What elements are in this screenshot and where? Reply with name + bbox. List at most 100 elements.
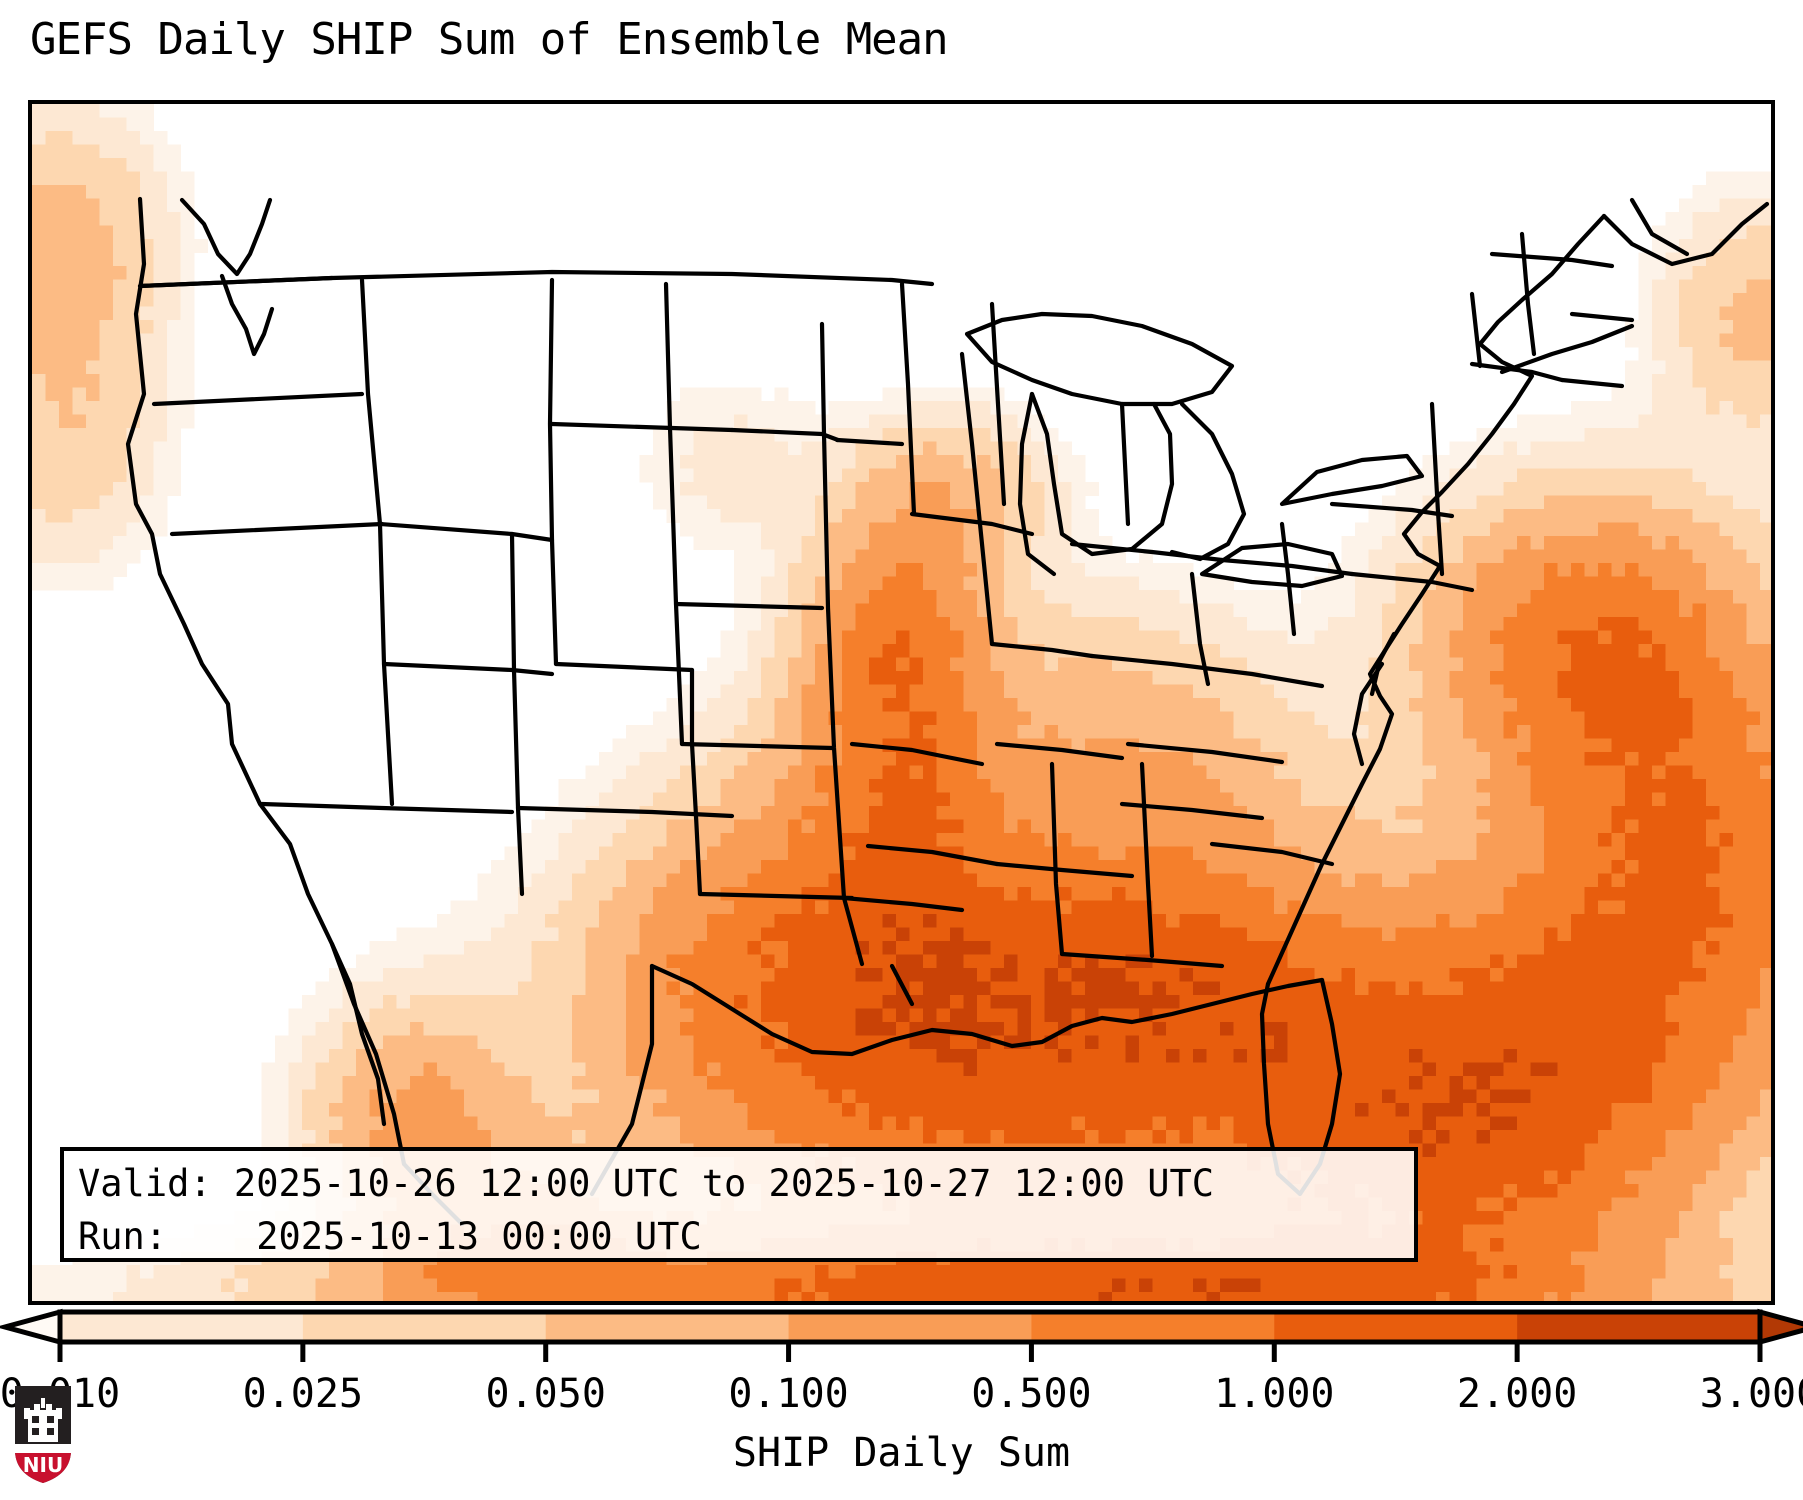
heatmap-cell bbox=[572, 1089, 586, 1104]
heatmap-cell bbox=[923, 684, 937, 699]
heatmap-cell bbox=[1679, 684, 1693, 699]
heatmap-cell bbox=[1395, 549, 1410, 564]
heatmap-cell bbox=[585, 995, 600, 1009]
heatmap-cell bbox=[1503, 428, 1518, 442]
heatmap-cell bbox=[855, 914, 870, 928]
heatmap-cell bbox=[707, 873, 721, 888]
heatmap-cell bbox=[1247, 887, 1261, 901]
heatmap-cell bbox=[1557, 981, 1572, 996]
heatmap-cell bbox=[113, 225, 127, 240]
heatmap-cell bbox=[761, 468, 775, 483]
heatmap-cell bbox=[1044, 941, 1059, 955]
heatmap-cell bbox=[666, 833, 681, 847]
heatmap-cell bbox=[464, 1035, 478, 1050]
heatmap-cell bbox=[599, 887, 613, 901]
heatmap-cell bbox=[59, 252, 73, 267]
heatmap-cell bbox=[936, 428, 951, 442]
heatmap-cell bbox=[1760, 185, 1771, 199]
heatmap-cell bbox=[801, 833, 816, 847]
heatmap-cell bbox=[1166, 725, 1180, 739]
heatmap-cell bbox=[153, 320, 168, 334]
heatmap-cell bbox=[99, 576, 114, 591]
heatmap-cell bbox=[1112, 860, 1126, 874]
heatmap-cell bbox=[990, 914, 1005, 928]
heatmap-cell bbox=[504, 900, 519, 915]
heatmap-cell bbox=[936, 617, 951, 631]
heatmap-cell bbox=[1733, 900, 1747, 915]
heatmap-cell bbox=[1436, 1089, 1450, 1104]
heatmap-cell bbox=[1679, 833, 1693, 847]
heatmap-cell bbox=[666, 711, 681, 726]
heatmap-cell bbox=[1422, 765, 1437, 780]
heatmap-cell bbox=[99, 374, 114, 388]
heatmap-cell bbox=[1179, 1076, 1194, 1090]
heatmap-cell bbox=[572, 792, 586, 807]
heatmap-cell bbox=[1301, 968, 1315, 982]
heatmap-cell bbox=[1517, 954, 1531, 969]
heatmap-cell bbox=[1287, 954, 1302, 969]
heatmap-cell bbox=[1368, 1076, 1383, 1090]
heatmap-cell bbox=[761, 941, 775, 955]
heatmap-cell bbox=[963, 873, 978, 888]
heatmap-cell bbox=[1152, 617, 1167, 631]
heatmap-cell bbox=[153, 441, 168, 456]
heatmap-cell bbox=[1152, 684, 1167, 699]
heatmap-cell bbox=[1449, 819, 1464, 834]
heatmap-cell bbox=[680, 441, 694, 456]
heatmap-cell bbox=[707, 671, 721, 685]
heatmap-cell bbox=[437, 1008, 451, 1023]
heatmap-cell bbox=[1584, 509, 1599, 523]
heatmap-cell bbox=[1220, 644, 1234, 658]
heatmap-cell bbox=[1746, 185, 1761, 199]
heatmap-cell bbox=[1719, 927, 1734, 942]
heatmap-cell bbox=[140, 468, 154, 483]
heatmap-cell bbox=[1584, 833, 1599, 847]
heatmap-cell bbox=[936, 603, 951, 618]
heatmap-cell bbox=[1706, 698, 1720, 712]
heatmap-cell bbox=[1490, 468, 1504, 483]
heatmap-cell bbox=[1449, 1008, 1464, 1023]
heatmap-cell bbox=[626, 900, 640, 915]
heatmap-cell bbox=[1341, 671, 1356, 685]
heatmap-cell bbox=[963, 819, 978, 834]
heatmap-cell bbox=[842, 684, 856, 699]
heatmap-cell bbox=[369, 1022, 384, 1036]
heatmap-cell bbox=[140, 428, 154, 442]
heatmap-cell bbox=[1598, 927, 1612, 942]
heatmap-cell bbox=[1706, 968, 1720, 982]
heatmap-cell bbox=[1179, 792, 1194, 807]
heatmap-cell bbox=[1071, 1089, 1086, 1104]
heatmap-cell bbox=[504, 1022, 519, 1036]
heatmap-cell bbox=[869, 549, 883, 564]
heatmap-cell bbox=[936, 576, 951, 591]
heatmap-cell bbox=[1409, 860, 1423, 874]
heatmap-cell bbox=[774, 819, 789, 834]
heatmap-cell bbox=[1044, 1062, 1059, 1077]
heatmap-cell bbox=[1031, 1062, 1045, 1077]
heatmap-cell bbox=[963, 644, 978, 658]
heatmap-cell bbox=[1152, 968, 1167, 982]
heatmap-cell bbox=[1233, 644, 1248, 658]
heatmap-cell bbox=[1665, 630, 1680, 645]
heatmap-cell bbox=[1625, 1022, 1639, 1036]
heatmap-cell bbox=[396, 954, 411, 969]
heatmap-cell bbox=[1382, 549, 1396, 564]
heatmap-cell bbox=[1679, 482, 1693, 496]
heatmap-cell bbox=[1422, 873, 1437, 888]
heatmap-cell bbox=[1409, 617, 1423, 631]
heatmap-cell bbox=[1449, 887, 1464, 901]
heatmap-cell bbox=[1409, 1008, 1423, 1023]
heatmap-cell bbox=[531, 860, 546, 874]
heatmap-cell bbox=[531, 995, 546, 1009]
heatmap-cell bbox=[1449, 914, 1464, 928]
heatmap-cell bbox=[1395, 603, 1410, 618]
heatmap-cell bbox=[1274, 738, 1288, 753]
heatmap-cell bbox=[531, 833, 546, 847]
heatmap-cell bbox=[59, 360, 73, 375]
heatmap-cell bbox=[1247, 819, 1261, 834]
heatmap-cell bbox=[1571, 428, 1585, 442]
heatmap-cell bbox=[1638, 738, 1653, 753]
heatmap-cell bbox=[950, 603, 964, 618]
heatmap-cell bbox=[356, 981, 370, 996]
heatmap-cell bbox=[1368, 711, 1383, 726]
